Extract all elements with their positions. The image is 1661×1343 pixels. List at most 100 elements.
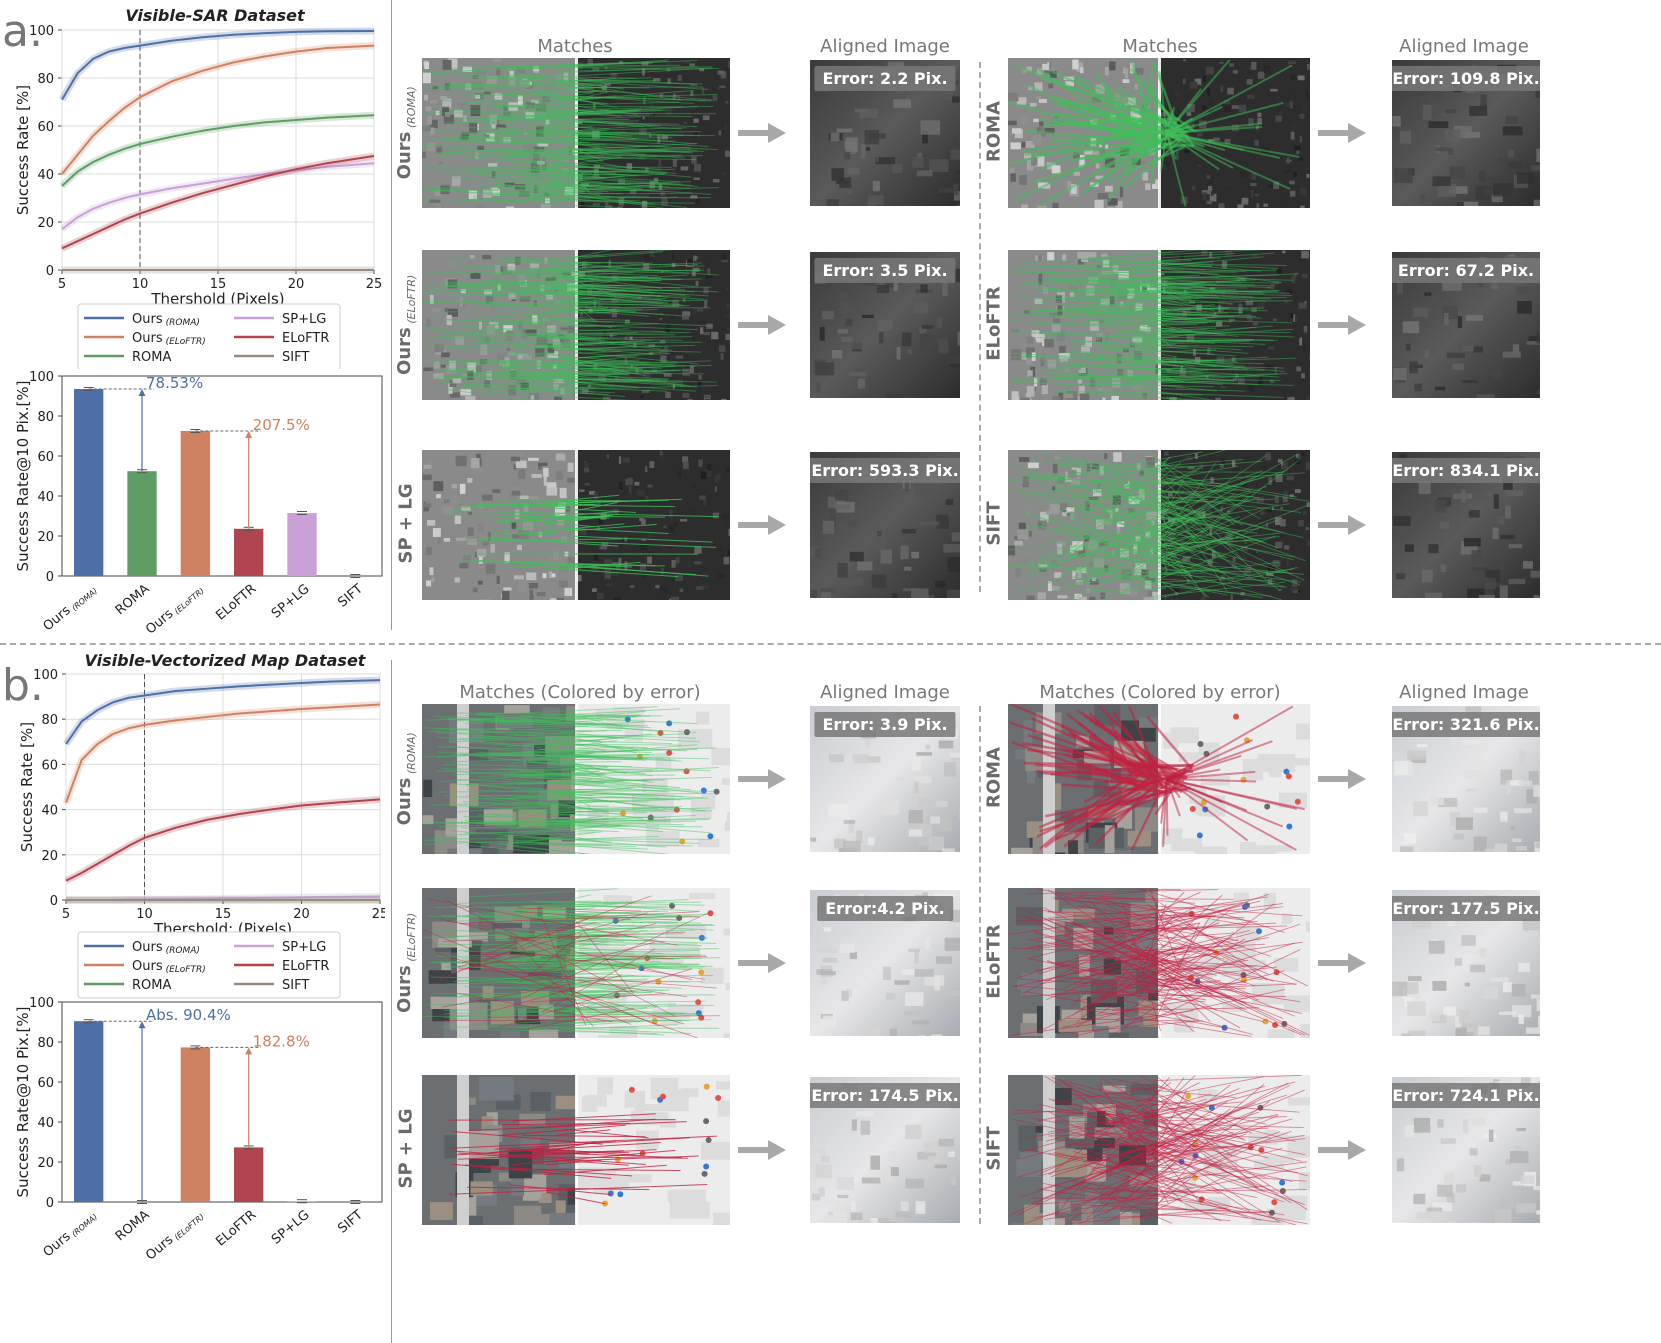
a-row-5-left-texture: [1052, 486, 1056, 491]
a-row-0-left-texture: [435, 110, 440, 116]
b-row-1-match-line: [497, 981, 634, 992]
a-row-2-left-texture: [531, 473, 542, 478]
a-row-0-match-line: [543, 146, 690, 156]
a-row-2-left-texture: [470, 458, 480, 469]
b-row-0-aligned-patch: [915, 824, 932, 837]
a-row-0-right-texture: [607, 204, 613, 208]
a-row-0-left-texture: [504, 182, 515, 187]
a-row-1-left-texture: [451, 272, 455, 279]
b-row-3-left-texture: [1045, 852, 1066, 854]
a-row-0-match-line: [504, 129, 603, 137]
b-row-4-match-line: [1047, 903, 1235, 919]
a-row-2-left-texture: [554, 597, 565, 600]
a-row-4-left-texture: [1100, 298, 1110, 306]
a-row-5-right-texture: [1276, 462, 1281, 468]
a-row-4-left-texture: [1044, 338, 1054, 348]
a-row-3-aligned-patch: [1392, 115, 1401, 127]
a-row-0-right-texture: [705, 101, 712, 108]
a-row-2-left-texture: [454, 577, 460, 583]
b-row-5-arrow-icon: [1318, 1140, 1366, 1160]
b-row-5-aligned-patch: [1421, 1125, 1431, 1133]
a-row-1-right-texture: [630, 364, 633, 368]
a-row-4-left-texture: [1010, 328, 1020, 333]
a-row-0-match-line: [546, 110, 595, 118]
a-row-4-left-texture: [1031, 330, 1040, 338]
a-row-2-left-texture: [454, 515, 461, 525]
a-row-1-match-line: [498, 307, 608, 318]
b-row-0-match-line: [455, 778, 691, 791]
b-row-1-left-texture: [500, 1031, 520, 1038]
b-row-1-aligned-patch: [823, 927, 831, 932]
a-bar-plot-area: [61, 375, 383, 577]
a-row-2-right-texture: [658, 453, 666, 461]
a-row-2-right-texture: [641, 538, 646, 542]
a-row-4-right-texture: [1162, 283, 1167, 290]
a-row-2-left-texture: [519, 453, 523, 458]
b-row-0-left-texture: [534, 744, 546, 757]
a-row-5-match-line: [1029, 470, 1196, 554]
a-row-3-aligned-patch: [1435, 147, 1449, 152]
a-row-1-match-line: [438, 285, 663, 304]
a-row-5-match-pair: [1008, 450, 1310, 600]
a-row-1-match-line: [483, 377, 660, 380]
a-row-2-left-texture: [476, 453, 481, 460]
b-row-5-match-line: [1048, 1082, 1172, 1176]
a-row-1-left-texture: [535, 348, 545, 357]
b-row-1-left-road: [457, 888, 469, 1038]
a-row-4-right-texture: [1267, 286, 1272, 289]
a-row-1-match-line: [563, 316, 587, 320]
b-row-2-right-texture: [630, 1110, 645, 1125]
a-row-1-match-line: [522, 285, 621, 289]
a-row-0-match-line: [453, 135, 718, 151]
a-row-1-match-line: [553, 284, 637, 287]
a-row-4-left-texture: [1077, 379, 1082, 384]
a-row-4-left-texture: [1064, 367, 1070, 372]
a-row-0-aligned-patch: [861, 144, 866, 159]
a-row-5-left-texture: [1047, 581, 1052, 592]
b-row-2-match-line: [455, 1142, 661, 1156]
a-row-5-left-texture: [1133, 543, 1138, 554]
a-row-1-left-texture: [544, 257, 548, 265]
a-row-5-right-texture: [1186, 455, 1193, 461]
a-row-0-right-texture: [642, 68, 645, 76]
a-row-5-left-texture: [1089, 596, 1096, 600]
b-row-1-match-line: [575, 1006, 648, 1012]
a-row-0-right-texture: [667, 58, 671, 67]
a-row-5-left-texture: [1066, 507, 1075, 513]
a-row-4-aligned-patch: [1528, 336, 1540, 342]
b-row-3-right-texture: [1296, 723, 1310, 740]
b-row-0-match-line: [448, 818, 710, 824]
b-row-5-match-line: [1083, 1137, 1186, 1163]
a-row-1-left-texture: [461, 373, 471, 377]
a-row-2-right-texture: [598, 518, 603, 525]
a-row-1-match-line: [560, 305, 690, 313]
a-row-1-aligned-patch: [942, 282, 948, 297]
b-row-0-match-line: [483, 795, 602, 811]
a-row-0-match-line: [425, 167, 640, 173]
a-row-2-aligned-patch: [903, 566, 912, 571]
a-row-2-left-texture: [528, 496, 539, 500]
a-row-4-match-line: [1087, 299, 1173, 315]
b-row-0-match-line: [554, 788, 632, 791]
a-row-1-match-line: [553, 263, 593, 269]
a-row-4-match-line: [1144, 355, 1234, 366]
b-row-0-match-line: [514, 806, 666, 812]
b-row-0-right-pin: [657, 729, 664, 736]
b-row-5-match-line: [1153, 1075, 1302, 1082]
a-row-4-aligned-patch: [1409, 361, 1418, 374]
b-row-1-left-texture: [430, 996, 457, 1010]
panel-a-column-divider: [979, 62, 981, 592]
b-row-1-right-pin: [669, 902, 676, 909]
a-row-4-right-texture: [1191, 324, 1196, 327]
a-row-4-match-line: [1072, 285, 1205, 291]
b-row-0-match-line: [515, 776, 592, 780]
b-row-1-match-line: [440, 961, 659, 966]
a-row-5-left-texture: [1037, 522, 1043, 528]
b-row-0-match-line: [430, 838, 712, 840]
a-row-5-right-texture: [1164, 451, 1169, 456]
a-row-5-left-texture: [1095, 519, 1104, 530]
a-row-1-match-line: [518, 320, 593, 327]
a-row-2-aligned-patch: [892, 593, 898, 598]
a-row-2-right-texture: [645, 496, 649, 502]
a-bar-xtick-label-sift-name: SIFT: [335, 582, 366, 611]
